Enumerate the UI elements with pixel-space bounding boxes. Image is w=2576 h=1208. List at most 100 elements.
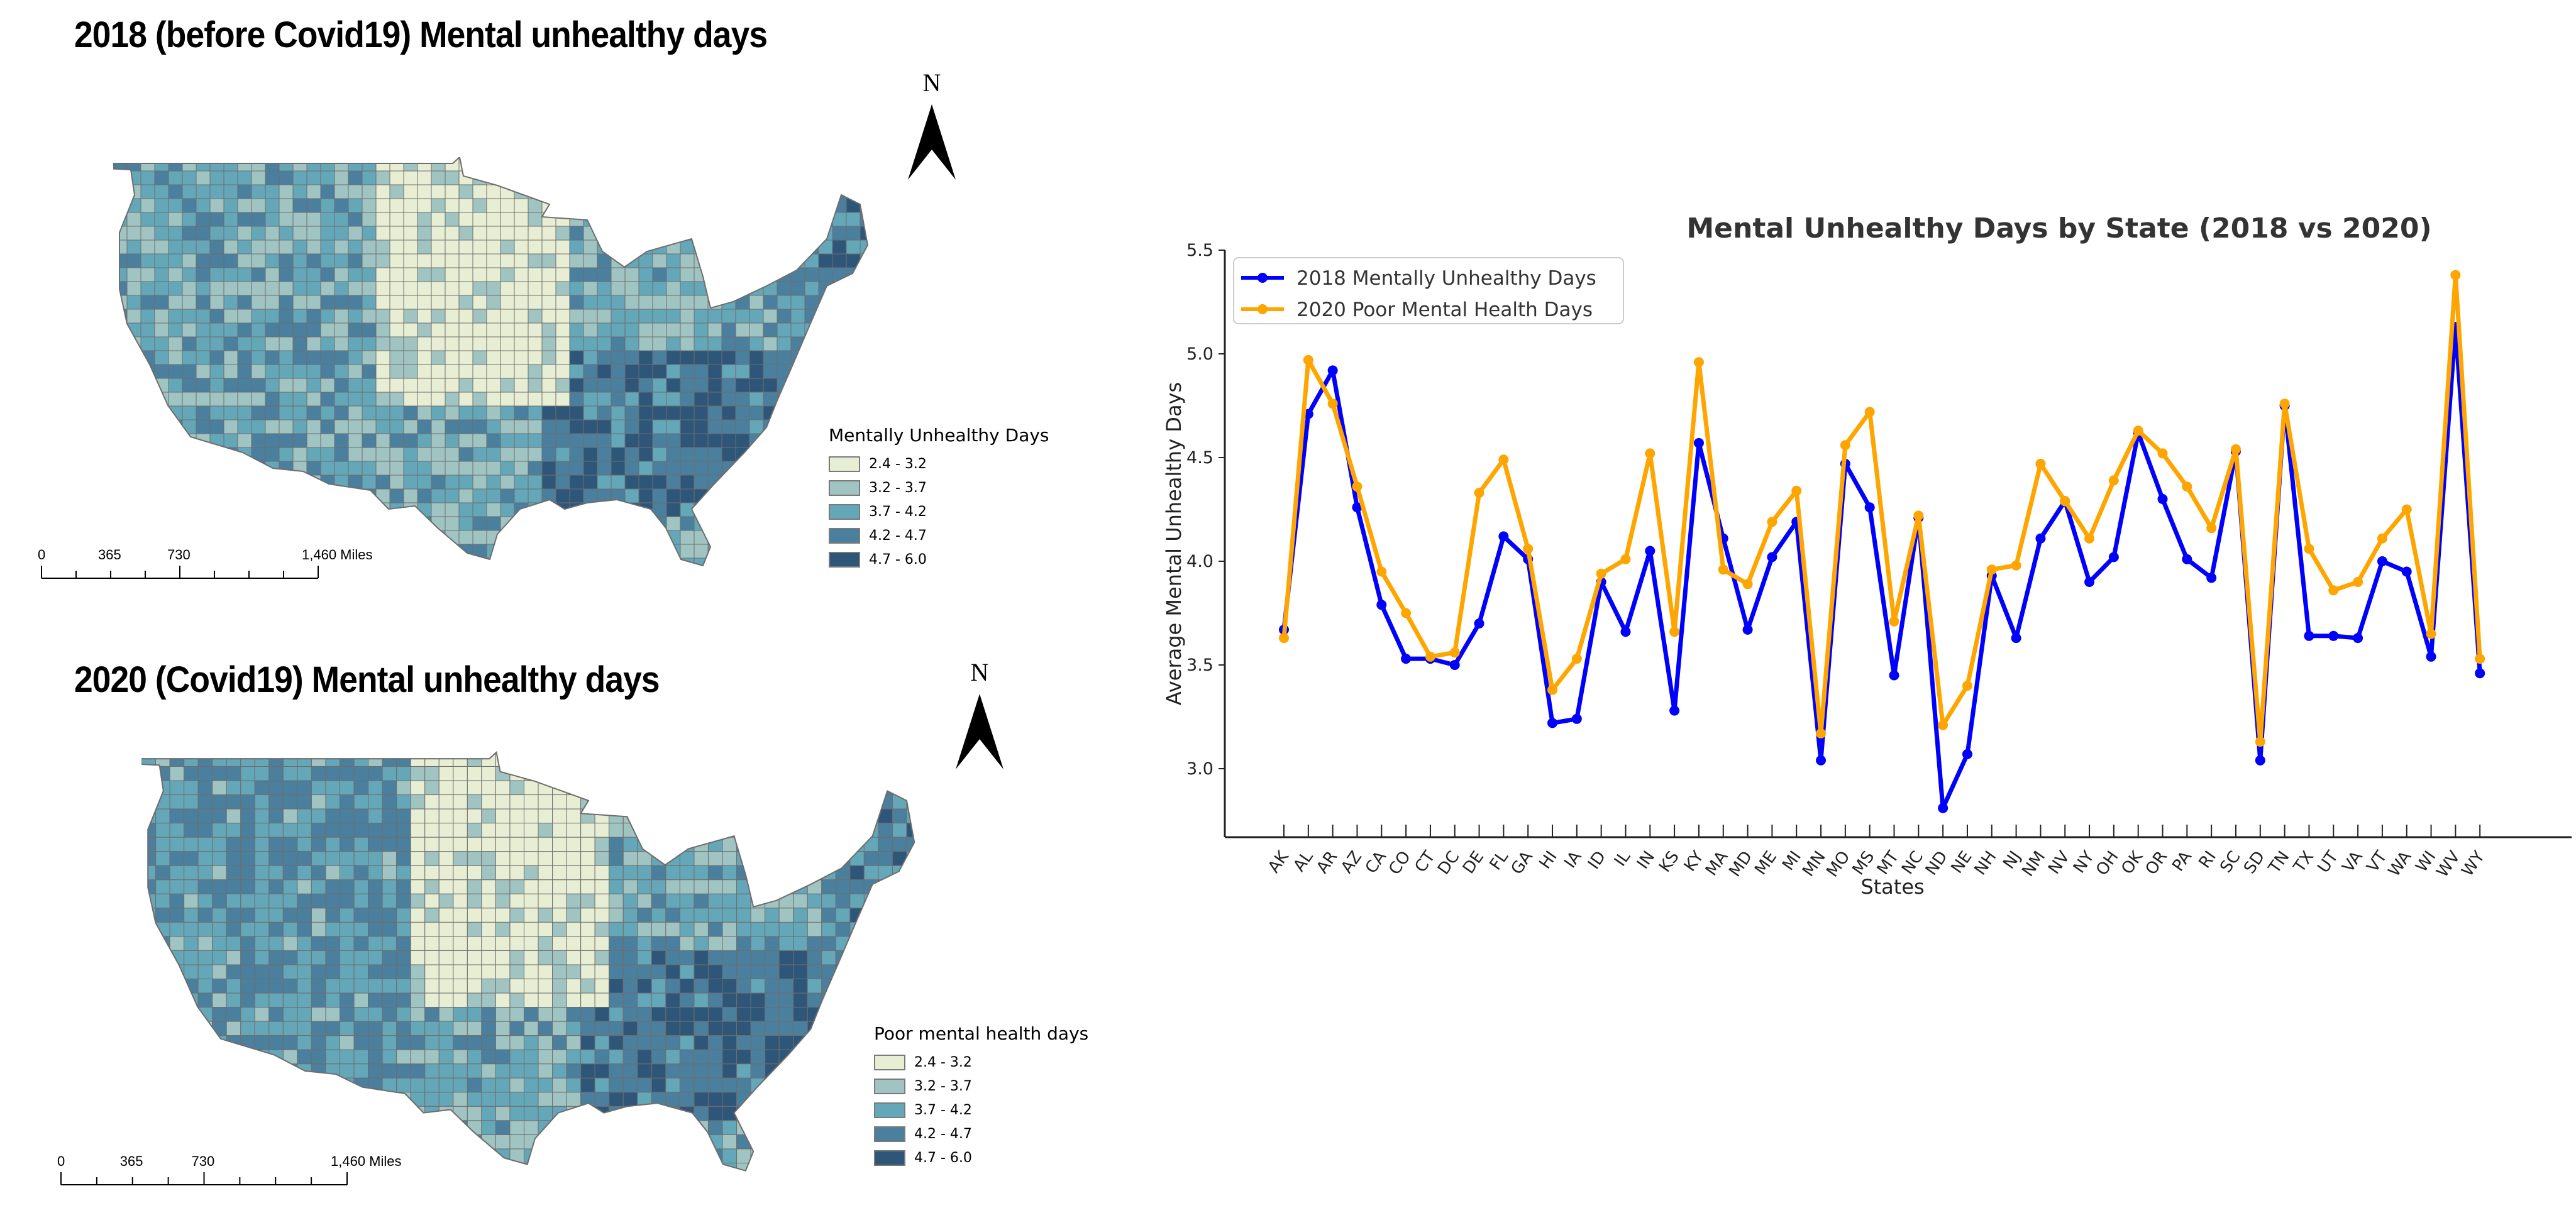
data-point-2018-NM: [2035, 533, 2046, 544]
x-tick-label: CO: [1385, 848, 1415, 879]
data-point-2018-IL: [1620, 627, 1631, 637]
line-chart: Mental Unhealthy Days by State (2018 vs …: [1162, 212, 2572, 899]
data-point-2018-OR: [2157, 494, 2168, 504]
data-point-2018-NY: [2084, 577, 2095, 587]
legend-swatch: [874, 1078, 905, 1094]
x-tick-label: MD: [1725, 848, 1756, 881]
data-point-2020-ME: [1767, 517, 1777, 527]
data-point-2020-HI: [1547, 684, 1558, 695]
legend-label: 3.7 - 4.2: [914, 1102, 972, 1118]
legend-swatch: [829, 503, 860, 520]
x-tick-label: MS: [1849, 848, 1879, 879]
data-point-2018-WA: [2401, 566, 2412, 577]
data-point-2020-GA: [1523, 544, 1534, 554]
data-point-2020-UT: [2328, 585, 2339, 596]
data-point-2020-DE: [1474, 488, 1484, 498]
x-tick-label: IL: [1611, 847, 1635, 870]
legend-item: 3.7 - 4.2: [829, 500, 1049, 524]
x-tick-label: NM: [2019, 848, 2050, 881]
us-outline: [141, 751, 915, 1172]
data-point-2020-MD: [1742, 579, 1753, 590]
legend-swatch: [829, 480, 860, 496]
data-point-2020-WI: [2426, 629, 2436, 639]
x-tick-label: FL: [1486, 847, 1513, 874]
data-point-2018-FL: [1498, 531, 1509, 542]
x-tick-label: WA: [2385, 848, 2416, 881]
x-tick-label: AL: [1290, 847, 1317, 875]
data-point-2020-AR: [1327, 398, 1338, 409]
x-tick-label: OR: [2142, 848, 2172, 879]
x-tick-label: MN: [1799, 848, 1830, 881]
x-tick-label: NV: [2045, 848, 2074, 878]
x-tick-label: IN: [1633, 848, 1659, 872]
legend-2018: Mentally Unhealthy Days 2.4 - 3.2 3.2 - 3…: [829, 425, 1049, 571]
data-point-2020-RI: [2206, 523, 2217, 534]
x-tick-label: VT: [2363, 848, 2391, 876]
legend-label: 4.2 - 4.7: [869, 527, 927, 544]
x-tick-label: SC: [2216, 848, 2244, 877]
y-tick-label: 5.5: [1186, 241, 1213, 260]
legend-marker-icon: [1258, 273, 1268, 283]
map-2020-title: 2020 (Covid19) Mental unhealthy days: [74, 659, 660, 700]
chart-title: Mental Unhealthy Days by State (2018 vs …: [1686, 212, 2431, 244]
data-point-2020-MT: [1889, 616, 1899, 627]
legend-item: 2.4 - 3.2: [874, 1050, 1088, 1074]
north-arrow-2020: N: [951, 660, 1008, 769]
x-tick-label: RI: [2196, 848, 2220, 872]
x-tick-label: AZ: [1337, 848, 1366, 877]
north-arrow-2018: N: [904, 70, 960, 180]
scale-bar-2020: 0 365 730 1,460 Miles: [57, 1153, 424, 1197]
data-point-2018-IA: [1571, 713, 1582, 724]
legend-item: 2.4 - 3.2: [829, 452, 1049, 476]
x-tick-label: TN: [2265, 848, 2293, 877]
x-tick-label: NC: [1898, 848, 1927, 878]
data-point-2020-TX: [2304, 544, 2314, 554]
data-point-2018-WY: [2475, 668, 2485, 679]
x-tick-label: OH: [2092, 848, 2123, 879]
legend-swatch: [829, 551, 860, 568]
north-arrow-icon: [908, 104, 956, 180]
county-cells: [141, 752, 915, 1171]
data-point-2020-AZ: [1352, 481, 1363, 492]
north-label: N: [922, 69, 941, 97]
data-point-2020-NM: [2035, 458, 2046, 469]
x-tick-label: IA: [1561, 848, 1585, 872]
data-point-2018-OH: [2108, 552, 2119, 563]
x-tick-label: ME: [1751, 848, 1781, 879]
legend-entry-label: 2018 Mentally Unhealthy Days: [1296, 267, 1596, 290]
data-point-2020-DC: [1449, 647, 1460, 658]
legend-item: 4.7 - 6.0: [829, 547, 1049, 571]
data-point-2018-MT: [1889, 670, 1899, 681]
data-point-2020-MA: [1718, 564, 1728, 575]
data-point-2018-VT: [2377, 556, 2387, 566]
data-point-2018-MD: [1742, 624, 1753, 635]
data-point-2018-MN: [1816, 755, 1827, 766]
legend-title: Mentally Unhealthy Days: [829, 425, 1049, 446]
scale-bar-label: 1,460 Miles: [331, 1153, 402, 1169]
data-point-2018-TX: [2304, 630, 2314, 641]
x-tick-label: AR: [1313, 848, 1341, 877]
data-point-2018-UT: [2328, 630, 2339, 641]
data-point-2020-CA: [1376, 566, 1387, 577]
data-point-2020-IN: [1645, 448, 1656, 459]
x-tick-label: KS: [1656, 848, 1683, 876]
x-tick-label: CA: [1362, 848, 1390, 877]
data-point-2018-RI: [2206, 573, 2217, 583]
legend-swatch: [874, 1102, 905, 1118]
legend-item: 4.2 - 4.7: [874, 1122, 1088, 1146]
map-2018-us-counties: [113, 157, 869, 567]
x-tick-label: HI: [1536, 848, 1561, 873]
legend-label: 4.7 - 6.0: [869, 551, 927, 568]
scale-bar-label: 730: [167, 547, 191, 563]
data-point-2018-WI: [2426, 651, 2436, 662]
legend-item: 3.2 - 3.7: [829, 476, 1049, 500]
data-point-2018-NJ: [2011, 633, 2021, 644]
data-point-2018-HI: [1547, 718, 1558, 728]
data-point-2018-VA: [2353, 633, 2363, 644]
data-point-2020-CO: [1401, 608, 1412, 618]
data-point-2020-FL: [1498, 454, 1509, 465]
legend-swatch: [874, 1150, 905, 1166]
data-point-2018-KY: [1693, 437, 1704, 448]
data-point-2018-CO: [1401, 654, 1412, 664]
legend-item: 4.7 - 6.0: [874, 1146, 1088, 1170]
